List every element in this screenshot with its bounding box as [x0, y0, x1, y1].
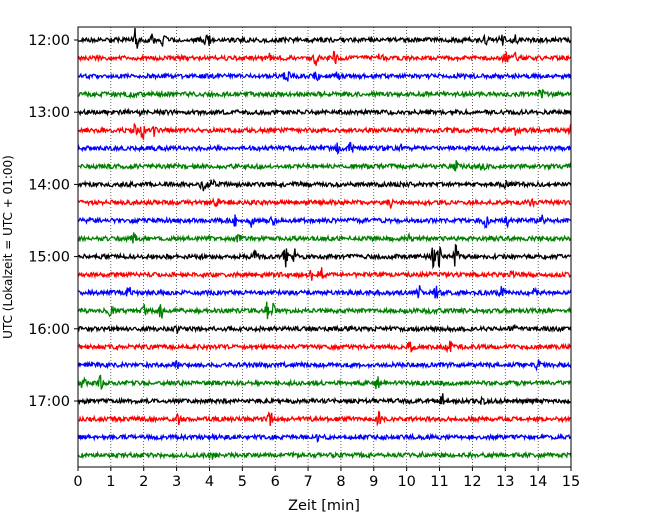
- x-axis: 0 1 2 3 4 5 6 7 8 9 10 11 12 13 14 15: [73, 467, 580, 490]
- x-tick-label-2: 2: [139, 474, 148, 490]
- x-tick-label-6: 6: [271, 474, 280, 490]
- y-tick-label-0: 12:00: [28, 33, 70, 49]
- trace-1: [77, 50, 572, 66]
- trace-16: [77, 324, 572, 334]
- y-axis-label: UTC (Lokalzeit = UTC + 01:00): [1, 155, 15, 339]
- trace-8: [77, 178, 572, 192]
- x-tick-label-4: 4: [205, 474, 214, 490]
- x-tick-label-12: 12: [463, 474, 481, 490]
- y-tick-label-3: 15:00: [28, 250, 70, 266]
- trace-group: [77, 27, 572, 460]
- x-tick-label-5: 5: [238, 474, 247, 490]
- x-tick-label-14: 14: [529, 474, 547, 490]
- y-tick-label-1: 13:00: [28, 105, 70, 121]
- trace-19: [77, 374, 572, 390]
- trace-12: [77, 243, 572, 270]
- x-tick-label-0: 0: [73, 474, 82, 490]
- trace-22: [77, 432, 572, 443]
- trace-15: [77, 301, 572, 320]
- x-axis-label: Zeit [min]: [288, 498, 360, 514]
- trace-6: [77, 141, 572, 156]
- trace-10: [77, 214, 572, 229]
- trace-20: [77, 393, 572, 406]
- x-tick-label-8: 8: [336, 474, 345, 490]
- x-tick-label-13: 13: [496, 474, 514, 490]
- x-tick-label-11: 11: [430, 474, 448, 490]
- x-tick-label-10: 10: [397, 474, 415, 490]
- x-tick-label-7: 7: [303, 474, 312, 490]
- plot-frame: [77, 26, 572, 468]
- trace-3: [77, 88, 572, 100]
- trace-21: [77, 410, 572, 427]
- x-tick-label-3: 3: [172, 474, 181, 490]
- y-tick-label-4: 16:00: [28, 322, 70, 338]
- trace-11: [77, 231, 572, 244]
- trace-17: [77, 340, 572, 354]
- trace-13: [77, 267, 572, 281]
- x-tick-label-1: 1: [106, 474, 115, 490]
- trace-2: [77, 71, 572, 82]
- x-tick-label-9: 9: [369, 474, 378, 490]
- y-tick-label-2: 14:00: [28, 177, 70, 193]
- trace-5: [77, 123, 572, 141]
- trace-9: [77, 197, 572, 209]
- grid-lines: [110, 27, 539, 467]
- y-axis: 12:00 13:00 14:00 15:00 16:00 17:00: [28, 33, 78, 410]
- trace-4: [77, 107, 572, 118]
- x-tick-label-15: 15: [562, 474, 580, 490]
- y-tick-label-5: 17:00: [28, 394, 70, 410]
- trace-7: [77, 160, 572, 172]
- trace-14: [77, 285, 572, 299]
- trace-23: [77, 450, 572, 460]
- trace-0: [77, 27, 572, 49]
- trace-18: [77, 359, 572, 372]
